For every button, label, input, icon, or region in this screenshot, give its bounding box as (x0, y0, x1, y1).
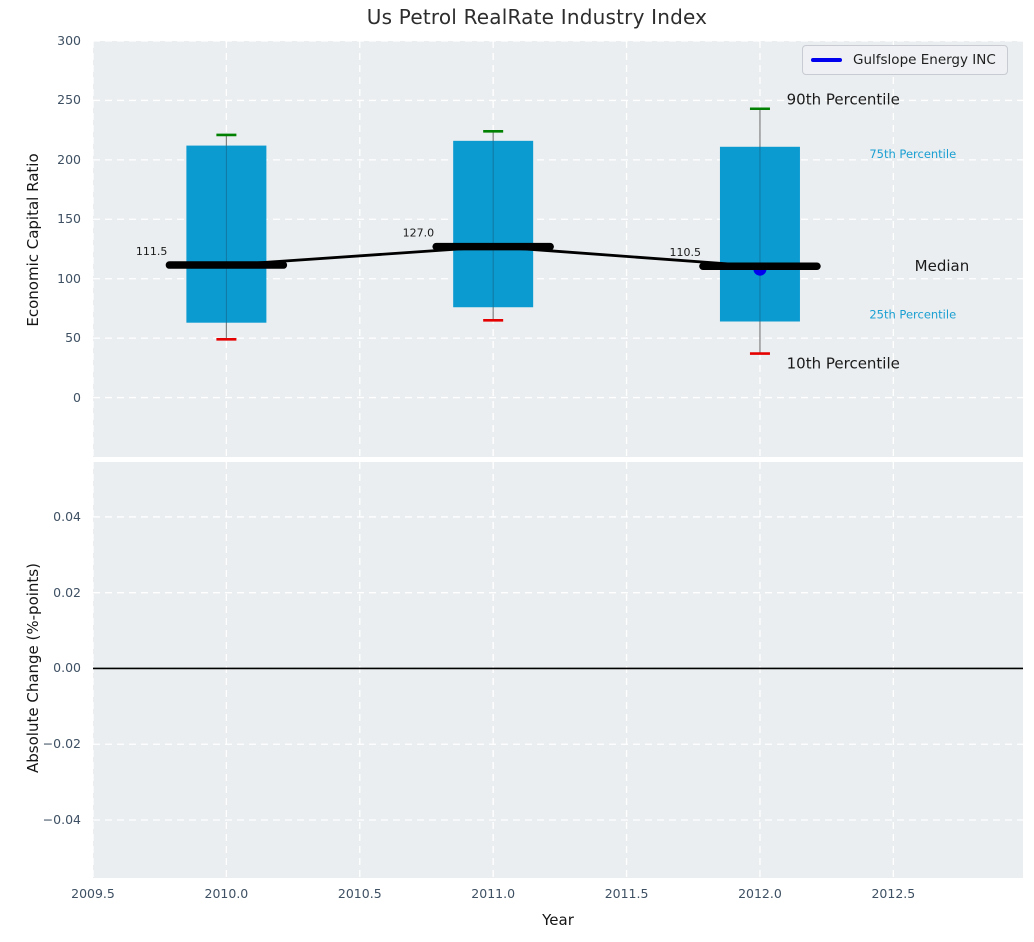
bottom-axes-plot (93, 462, 1023, 878)
y-tick-label: 300 (57, 33, 81, 48)
top-y-axis-label: Economic Capital Ratio (24, 153, 42, 327)
x-tick-label: 2011.5 (604, 886, 649, 901)
percentile-annotation: 25th Percentile (869, 308, 956, 322)
x-tick-label: 2011.0 (471, 886, 516, 901)
x-tick-label: 2012.5 (871, 886, 916, 901)
y-tick-label: 250 (57, 92, 81, 108)
top-axes-plot: 111.5 127.0 110.5 90th Percentile 75th Perce… (93, 41, 1023, 457)
y-tick-label: 0.02 (53, 584, 81, 600)
x-tick-label: 2012.0 (738, 886, 782, 901)
y-tick-label: 0.00 (53, 660, 81, 676)
legend-label: Gulfslope Energy INC (853, 52, 996, 68)
percentile-annotation: 90th Percentile (787, 91, 900, 109)
y-tick-label: 50 (65, 330, 81, 346)
y-tick-label: 0.04 (53, 508, 81, 524)
y-tick-label: 150 (57, 211, 81, 227)
median-value-label: 110.5 (669, 246, 701, 259)
median-value-label: 127.0 (403, 227, 435, 240)
percentile-annotation: 75th Percentile (869, 147, 956, 161)
y-tick-label: 100 (57, 270, 81, 286)
percentile-annotation: 10th Percentile (787, 355, 900, 373)
median-value-label: 111.5 (136, 245, 168, 258)
y-tick-label: −0.04 (42, 812, 81, 828)
x-tick-label: 2010.5 (337, 886, 382, 901)
x-tick-label: 2009.5 (71, 886, 115, 901)
x-axis-label: Year (542, 911, 574, 929)
legend-line-swatch (811, 58, 842, 62)
y-tick-label: 200 (57, 151, 81, 167)
legend: Gulfslope Energy INC (802, 45, 1008, 75)
y-tick-label: 0 (73, 389, 81, 405)
percentile-annotation: Median (915, 257, 970, 275)
y-tick-label: −0.02 (42, 736, 81, 752)
chart-title: Us Petrol RealRate Industry Index (366, 5, 708, 29)
x-tick-label: 2010.0 (204, 886, 249, 901)
